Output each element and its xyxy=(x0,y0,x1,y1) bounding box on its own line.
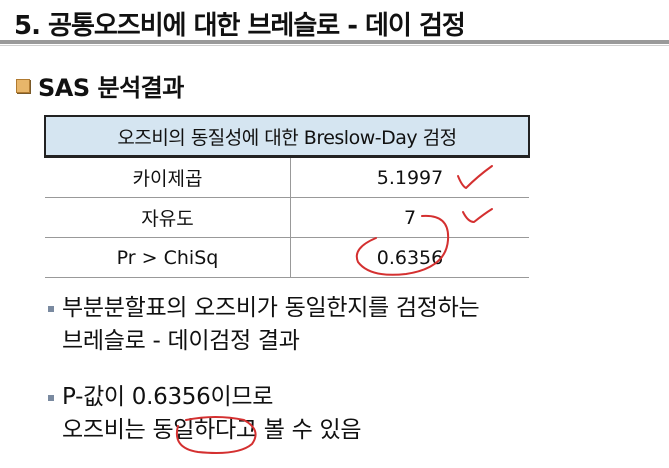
table-row: 자유도 7 xyxy=(45,197,529,238)
bullet-line: P-값이 0.6356이므로 xyxy=(62,384,274,410)
section-heading-text: SAS 분석결과 xyxy=(38,74,184,102)
bullet-line: 오즈비는 동일하다고 볼 수 있음 xyxy=(62,417,362,443)
bullet-text: P-값이 0.6356이므로 오즈비는 동일하다고 볼 수 있음 xyxy=(62,381,362,447)
table-row: 카이제곱 5.1997 xyxy=(45,156,529,198)
bullet-item: P-값이 0.6356이므로 오즈비는 동일하다고 볼 수 있음 xyxy=(48,381,362,447)
section-heading: SAS 분석결과 xyxy=(16,68,184,103)
bullet-line: 브레슬로 - 데이검정 결과 xyxy=(62,328,300,354)
bullet-item: 부분분할표의 오즈비가 동일한지를 검정하는 브레슬로 - 데이검정 결과 xyxy=(48,292,480,358)
slide-title: 5. 공통오즈비에 대한 브레슬로 - 데이 검정 xyxy=(14,11,466,41)
title-divider-shadow xyxy=(0,45,669,46)
row-value-chisq: 5.1997 xyxy=(290,156,529,198)
row-value-df: 7 xyxy=(290,197,529,238)
bullet-square-icon xyxy=(48,395,54,401)
table-header: 오즈비의 동질성에 대한 Breslow-Day 검정 xyxy=(44,115,530,158)
row-label-df: 자유도 xyxy=(45,197,291,238)
square-bullet-icon xyxy=(16,78,30,93)
table-row: Pr > ChiSq 0.6356 xyxy=(45,237,529,278)
title-divider xyxy=(0,40,669,44)
bullet-line: 부분분할표의 오즈비가 동일한지를 검정하는 xyxy=(62,295,480,321)
row-value-pvalue: 0.6356 xyxy=(290,237,529,278)
row-label-pvalue: Pr > ChiSq xyxy=(45,237,291,278)
bullet-text: 부분분할표의 오즈비가 동일한지를 검정하는 브레슬로 - 데이검정 결과 xyxy=(62,292,480,358)
bullet-square-icon xyxy=(48,306,54,312)
table-header-row: 오즈비의 동질성에 대한 Breslow-Day 검정 xyxy=(44,115,530,158)
breslow-day-table: 오즈비의 동질성에 대한 Breslow-Day 검정 카이제곱 5.1997 … xyxy=(44,115,530,278)
row-label-chisq: 카이제곱 xyxy=(45,156,291,198)
